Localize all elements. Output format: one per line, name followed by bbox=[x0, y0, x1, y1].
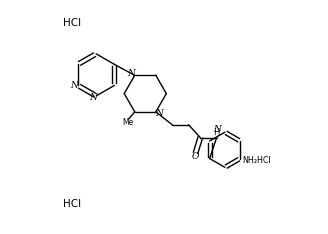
Text: HCl: HCl bbox=[63, 18, 81, 28]
Text: Me: Me bbox=[122, 118, 133, 127]
Text: H: H bbox=[214, 128, 220, 137]
Text: O: O bbox=[191, 152, 198, 161]
Text: HCl: HCl bbox=[63, 199, 81, 208]
Text: NH₂HCl: NH₂HCl bbox=[242, 156, 271, 165]
Text: N: N bbox=[213, 125, 221, 134]
Text: N: N bbox=[70, 81, 78, 90]
Text: N: N bbox=[128, 69, 135, 78]
Text: N: N bbox=[89, 93, 97, 102]
Text: N: N bbox=[155, 109, 163, 118]
